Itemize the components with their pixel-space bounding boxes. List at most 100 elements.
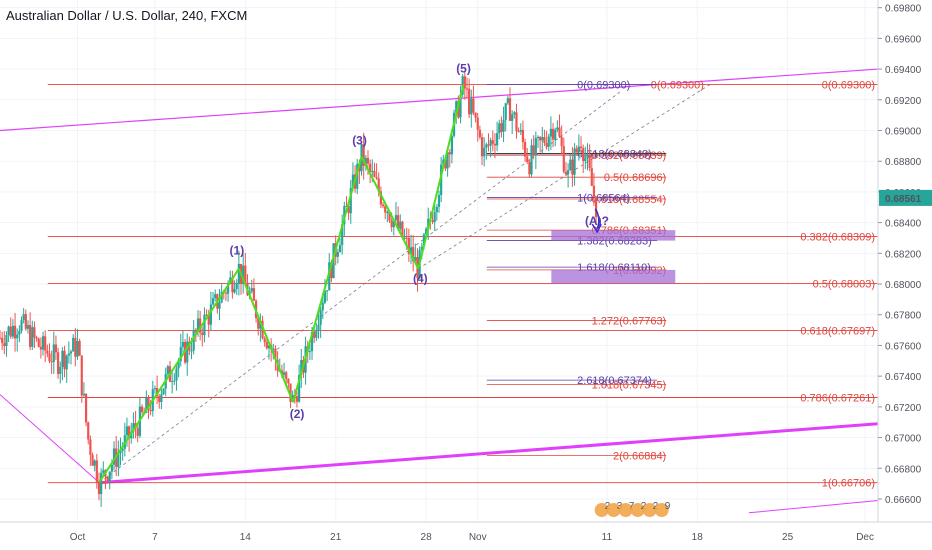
candle-body — [80, 355, 83, 396]
candle-body — [560, 136, 563, 147]
candle-body — [272, 348, 275, 350]
candle-body — [384, 206, 387, 213]
candle-body — [102, 470, 105, 473]
fib-major-label: 1(0.66706) — [822, 478, 875, 490]
candle-body — [485, 144, 488, 148]
price-tick-label: 0.68800 — [885, 157, 922, 168]
candle-body — [82, 393, 86, 396]
candle-body — [300, 360, 303, 376]
candle-body — [338, 245, 342, 253]
candle-body — [562, 146, 565, 172]
channel-left-line — [0, 394, 100, 484]
wave-segment — [360, 156, 420, 270]
candle-body — [468, 88, 471, 115]
candle-body — [392, 219, 395, 228]
candle-body — [33, 327, 36, 338]
candle-body — [310, 331, 314, 352]
candle-body — [7, 326, 10, 336]
price-tick-label: 0.67400 — [885, 372, 922, 383]
chart-title: Australian Dollar / U.S. Dollar, 240, FX… — [6, 8, 248, 23]
candle-body — [22, 314, 25, 321]
candle-body — [521, 129, 525, 143]
price-tick-label: 0.66600 — [885, 495, 922, 506]
candle-body — [356, 163, 359, 189]
candle-body — [16, 334, 19, 339]
price-tick-label: 0.68200 — [885, 249, 922, 260]
candle-body — [5, 335, 8, 346]
candle-body — [244, 265, 247, 283]
candle-body — [526, 156, 529, 162]
candle-body — [44, 336, 47, 351]
candle-body — [573, 148, 576, 175]
candle-body — [519, 129, 522, 132]
candle-body — [291, 394, 294, 402]
candle-body — [351, 174, 355, 189]
wave-label: (A)? — [585, 214, 609, 228]
fib-ext-label: 0.618(0.68554) — [592, 194, 667, 206]
candle-body — [373, 170, 376, 177]
event-flag-count: 9 — [665, 501, 671, 512]
candle-body — [575, 148, 578, 153]
candle-body — [590, 168, 593, 186]
candle-body — [100, 472, 103, 495]
candle-body — [166, 366, 169, 374]
candle-body — [345, 205, 348, 207]
candle-body — [579, 146, 583, 149]
candle-body — [65, 355, 68, 370]
fib-major-label: 0.5(0.68003) — [813, 279, 875, 291]
time-tick-label: 28 — [421, 532, 433, 543]
candle-body — [330, 262, 333, 279]
candle-body — [265, 342, 268, 349]
candle-body — [121, 448, 124, 451]
fib-purple-label: 1(0.68564) — [577, 192, 630, 204]
candle-body — [412, 247, 415, 262]
fib-ext-label: 2(0.66884) — [613, 450, 666, 462]
candle-body — [48, 353, 51, 362]
candle-body — [405, 237, 408, 239]
candle-body — [315, 330, 318, 338]
candle-body — [433, 212, 436, 222]
candle-body — [371, 170, 374, 172]
candle-body — [201, 332, 204, 336]
candle-body — [313, 331, 316, 338]
candle-body — [110, 464, 114, 472]
candle-body — [250, 288, 253, 292]
candle-body — [285, 372, 288, 379]
candle-body — [125, 426, 129, 436]
candle-body — [362, 144, 365, 166]
candle-body — [530, 145, 533, 175]
candle-body — [364, 157, 367, 166]
candle-body — [532, 145, 535, 156]
candle-body — [489, 140, 492, 146]
candle-body — [528, 161, 531, 175]
price-tick-label: 0.67600 — [885, 341, 922, 352]
candle-body — [87, 422, 90, 440]
candle-body — [26, 325, 30, 329]
event-flag-icon — [618, 503, 633, 517]
candle-body — [317, 324, 320, 331]
candle-body — [211, 298, 215, 305]
candle-body — [523, 142, 527, 157]
candle-body — [551, 128, 555, 140]
event-flag-icon — [594, 503, 609, 517]
candle-body — [403, 237, 406, 239]
fib-ext-label: 0.5(0.68696) — [604, 172, 666, 184]
candle-body — [78, 341, 81, 356]
candle-body — [321, 302, 324, 311]
candle-body — [227, 283, 230, 294]
price-tick-label: 0.69400 — [885, 65, 922, 76]
price-tick-label: 0.67200 — [885, 403, 922, 414]
candle-body — [592, 185, 596, 197]
candle-body — [160, 394, 163, 402]
wave-segment — [237, 268, 295, 403]
candle-body — [39, 346, 42, 350]
candle-body — [41, 336, 45, 350]
candle-body — [282, 372, 286, 375]
candle-body — [93, 460, 96, 466]
candle-body — [446, 152, 449, 169]
candle-body — [175, 368, 178, 381]
candle-body — [132, 423, 135, 432]
candle-body — [448, 152, 451, 155]
